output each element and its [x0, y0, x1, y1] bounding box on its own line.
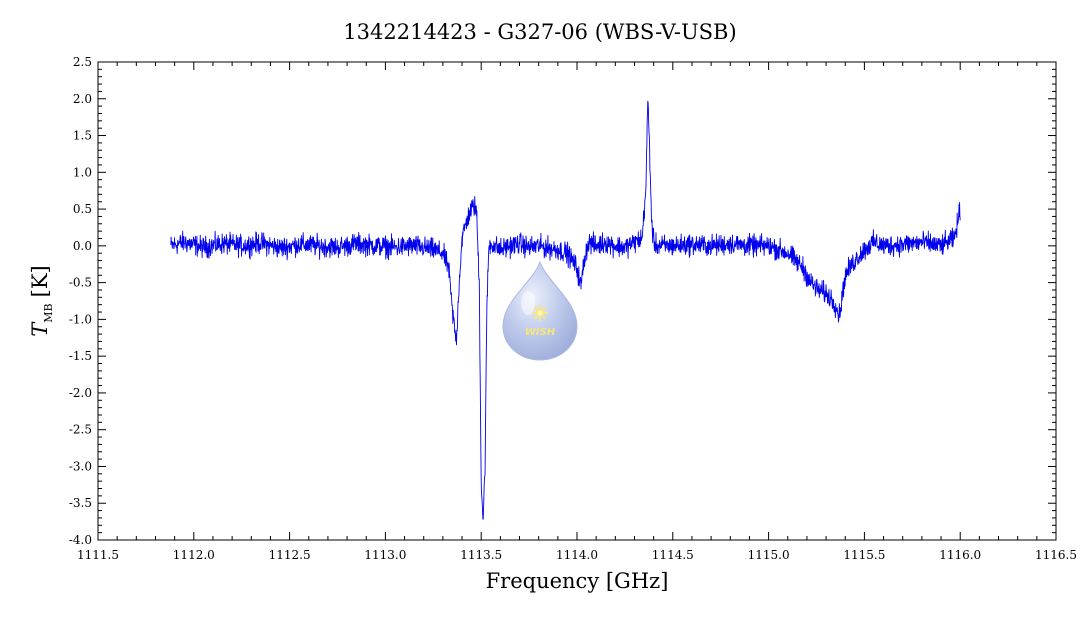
series-line: [170, 100, 961, 520]
axis-ticks: [97, 61, 1057, 541]
star-icon: [532, 305, 548, 321]
y-tick-label: -3.5: [69, 496, 92, 510]
x-tick-label: 1114.0: [556, 548, 598, 562]
y-tick-label: -3.0: [69, 459, 92, 473]
plot-frame: [97, 61, 1057, 541]
y-axis-title-unit: [K]: [28, 265, 52, 297]
y-tick-label: -0.5: [69, 276, 92, 290]
drop-highlight: [521, 291, 535, 315]
y-axis-title-main: T: [28, 321, 52, 337]
wish-logo-text: WISH: [525, 327, 556, 338]
series-layer: [170, 100, 961, 520]
x-tick-label: 1116.0: [939, 548, 981, 562]
wish-logo: WISH: [502, 260, 578, 361]
y-tick-label: -1.0: [69, 312, 92, 326]
y-tick-label: -2.5: [69, 423, 92, 437]
svg-text:TMB[K]: TMB [K]: [28, 265, 55, 336]
x-tick-label: 1115.5: [843, 548, 885, 562]
y-tick-label: 2.0: [73, 92, 92, 106]
x-tick-label: 1113.0: [364, 548, 406, 562]
x-tick-label: 1116.5: [1035, 548, 1077, 562]
x-tick-label: 1113.5: [460, 548, 502, 562]
y-tick-label: 2.5: [73, 55, 92, 69]
chart-title: 1342214423 - G327-06 (WBS-V-USB): [343, 20, 736, 44]
y-tick-label: -2.0: [69, 386, 92, 400]
x-tick-labels: 1111.5 1112.0 1112.5 1113.0 1113.5 1114.0 1114…: [77, 548, 1077, 562]
y-axis-title-subscript: MB: [42, 303, 55, 322]
x-tick-label: 1114.5: [652, 548, 694, 562]
y-tick-label: -4.0: [69, 533, 92, 547]
x-axis-title: Frequency [GHz]: [486, 569, 669, 593]
x-tick-label: 1112.5: [269, 548, 311, 562]
y-tick-label: 1.0: [73, 165, 92, 179]
x-tick-label: 1112.0: [173, 548, 215, 562]
x-tick-label: 1115.0: [748, 548, 790, 562]
x-tick-label: 1111.5: [77, 548, 119, 562]
y-tick-label: 0.5: [73, 202, 92, 216]
y-tick-labels: 2.5 2.0 1.5 1.0 0.5 0.0 -0.5 -1.0 -1.5 -2.0 -2.5 -3…: [69, 55, 92, 547]
y-axis-title: TMB [K]: [28, 265, 55, 336]
y-tick-label: 0.0: [73, 239, 92, 253]
y-tick-label: -1.5: [69, 349, 92, 363]
y-tick-label: 1.5: [73, 129, 92, 143]
